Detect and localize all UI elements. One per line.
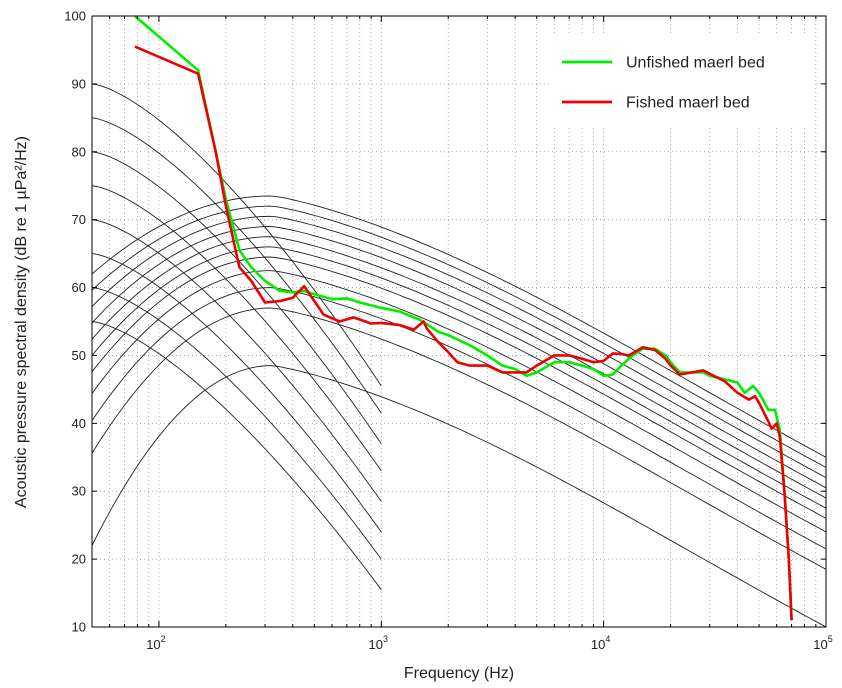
reference-curve-decay: [91, 253, 382, 533]
legend-label-fished: Fished maerl bed: [626, 95, 750, 112]
x-axis-title: Frequency (Hz): [404, 665, 514, 682]
data-series: [134, 15, 793, 621]
reference-curve-broadband: [91, 256, 827, 519]
legend-label-unfished: Unfished maerl bed: [626, 55, 765, 72]
reference-curve-decay: [91, 219, 382, 502]
reference-curve-broadband: [91, 307, 827, 570]
reference-curve-decay: [91, 117, 382, 414]
reference-curve-decay: [91, 321, 382, 590]
reference-curve-broadband: [91, 226, 827, 489]
y-tick-label: 40: [72, 416, 86, 431]
reference-curve-broadband: [91, 236, 827, 499]
reference-curve-decay: [91, 83, 382, 387]
y-tick-label: 80: [72, 144, 86, 159]
y-tick-label: 90: [72, 76, 86, 91]
reference-curve-broadband: [91, 287, 827, 550]
reference-curve-broadband: [91, 270, 827, 533]
legend: Unfished maerl bed Fished maerl bed: [552, 36, 814, 128]
plot-frame: [91, 15, 827, 628]
y-tick-label: 60: [72, 280, 86, 295]
legend-box: [552, 36, 814, 128]
reference-curve-broadband: [91, 215, 827, 478]
reference-curves: [91, 83, 827, 628]
reference-curve-broadband: [91, 246, 827, 509]
reference-curve-decay: [91, 185, 382, 472]
reference-curve-broadband: [91, 195, 827, 458]
series-line-fished: [134, 45, 793, 621]
y-tick-label: 30: [72, 484, 86, 499]
reference-curve-broadband: [91, 365, 827, 628]
y-axis-title: Acoustic pressure spectral density (dB r…: [13, 136, 30, 508]
reference-curve-decay: [91, 287, 382, 560]
y-tick-label: 10: [72, 620, 86, 635]
x-tick-label: 102: [146, 634, 165, 652]
reference-curve-broadband: [91, 205, 827, 468]
y-tick-label: 20: [72, 552, 86, 567]
y-tick-label: 70: [72, 212, 86, 227]
x-tick-label: 104: [591, 634, 610, 652]
y-tick-label: 100: [64, 9, 86, 24]
axis-ticks: 10 20 30 40 50 60 70 80 90 100 102 103 104 105: [64, 9, 832, 653]
y-tick-label: 50: [72, 348, 86, 363]
x-tick-label: 105: [813, 634, 832, 652]
x-tick-label: 103: [369, 634, 388, 652]
